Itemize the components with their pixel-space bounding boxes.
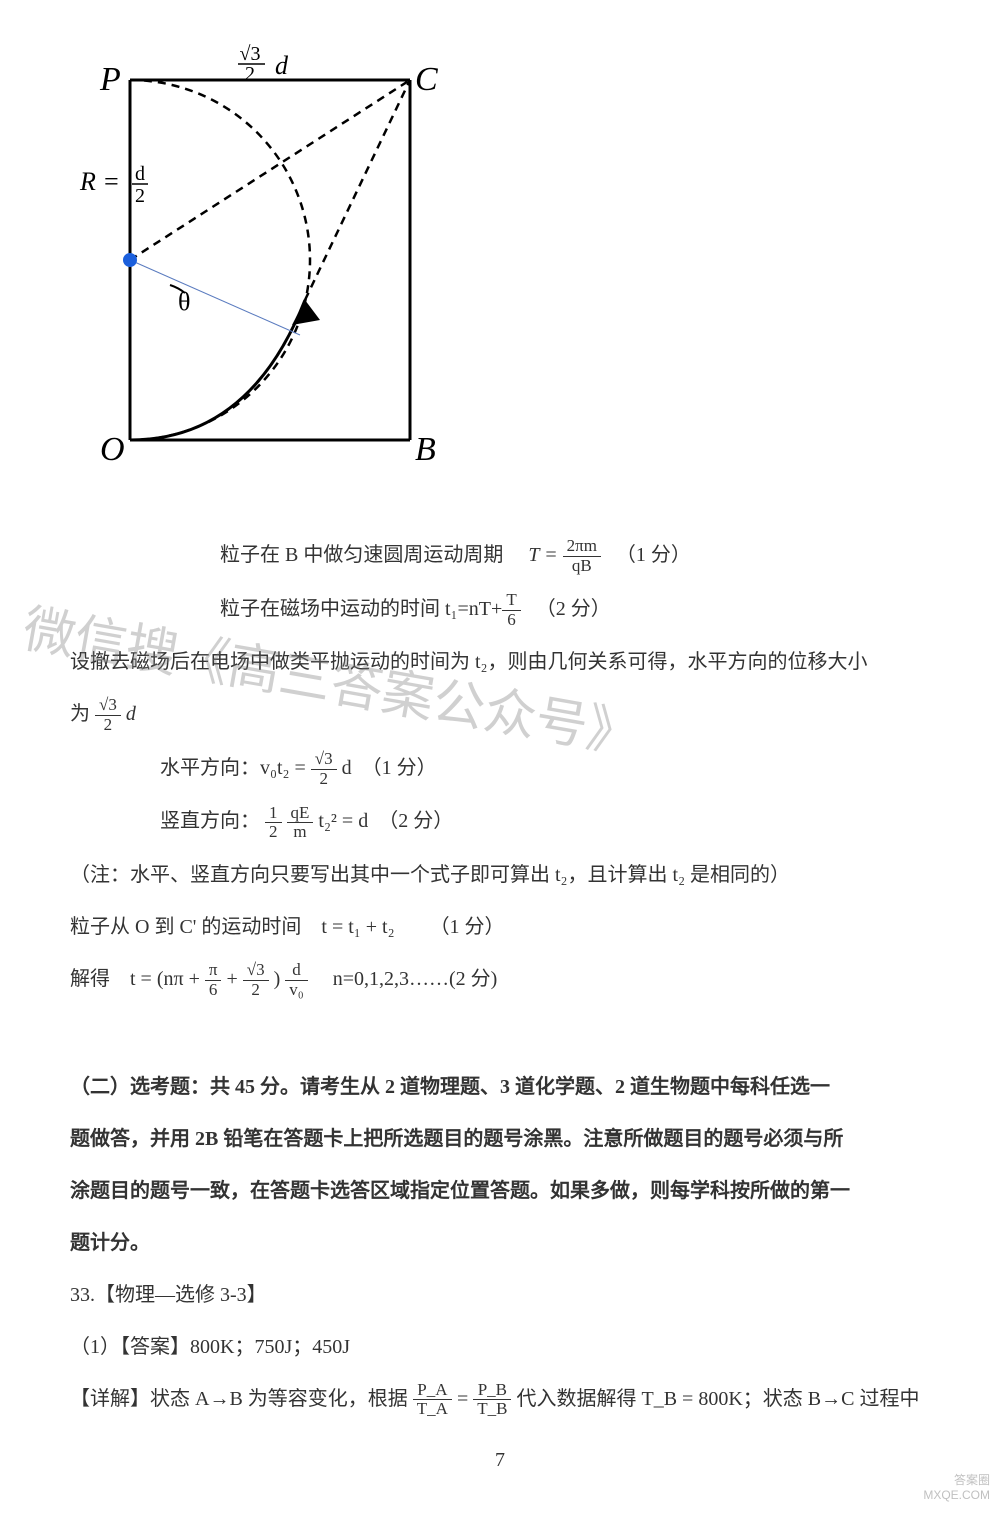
corner-l1: 答案圈 (923, 1473, 990, 1487)
svg-text:2: 2 (135, 185, 145, 207)
rparen: ) (274, 968, 281, 990)
score: （1 分） (440, 916, 505, 938)
label-P: P (99, 61, 121, 98)
text: 设撤去磁场后在电场中做类平抛运动的时间为 t₂，则由几何关系可得，水平方向的位移… (70, 651, 868, 673)
frac-half: 12 (265, 804, 282, 842)
diagram-svg: P C O B θ √3 2 d R = d 2 (70, 40, 450, 470)
label-C: C (415, 61, 438, 98)
text: 粒子从 O 到 C' 的运动时间 t = t₁ + t₂ (70, 916, 395, 938)
frac-PB: P_BT_B (473, 1381, 511, 1419)
corner-l2: MXQE.COM (923, 1488, 990, 1502)
frac-dv0: dv₀ (285, 961, 307, 999)
frac-T: 2πmqB (563, 537, 601, 575)
text-b: t₂² = d （2 分） (318, 810, 453, 832)
frac-T6: T6 (502, 591, 520, 629)
frac-qEm: qEm (287, 804, 314, 842)
q33-detail: 【详解】状态 A→B 为等容变化，根据 P_AT_A = P_BT_B 代入数据… (70, 1380, 930, 1420)
line-solve: 解得 t = (nπ + π6 + √32 ) dv₀ n=0,1,2,3……(… (70, 960, 930, 1000)
line-vert: 竖直方向： 12 qEm t₂² = d （2 分） (70, 802, 930, 842)
text-b: 代入数据解得 T_B = 800K；状态 B→C 过程中 (516, 1388, 919, 1410)
text: 水平方向：v₀t₂ = (160, 757, 306, 779)
section-header-4: 题计分。 (70, 1224, 930, 1262)
n-vals: n=0,1,2,3……(2 分) (313, 968, 498, 990)
section-header-2: 题做答，并用 2B 铅笔在答题卡上把所选题目的题号涂黑。注意所做题目的题号必须与… (70, 1120, 930, 1158)
svg-text:d: d (275, 51, 289, 80)
text: 粒子在磁场中运动的时间 t₁=nT+ (220, 598, 502, 620)
label-B: B (415, 431, 436, 468)
svg-text:2: 2 (245, 63, 255, 85)
line-t1: 粒子在磁场中运动的时间 t₁=nT+T6 （2 分） (70, 590, 930, 630)
line-period: 粒子在 B 中做匀速圆周运动周期 T = 2πmqB （1 分） (70, 536, 930, 576)
page-number: 7 (70, 1449, 930, 1472)
text: （注：水平、竖直方向只要写出其中一个式子即可算出 t₂，且计算出 t₂ 是相同的… (70, 864, 790, 886)
d: d (126, 703, 136, 725)
page: P C O B θ √3 2 d R = d 2 粒子在 B 中做匀速圆周运动周… (0, 0, 1000, 1512)
q33-title: 33.【物理—选修 3-3】 (70, 1276, 930, 1314)
eq: = (457, 1388, 473, 1410)
physics-diagram: P C O B θ √3 2 d R = d 2 (70, 40, 930, 476)
line-setup: 设撤去磁场后在电场中做类平抛运动的时间为 t₂，则由几何关系可得，水平方向的位移… (70, 643, 930, 681)
spacer (70, 1014, 930, 1054)
eq-T: T = (528, 544, 557, 566)
frac-pi6: π6 (205, 961, 222, 999)
label-O: O (100, 431, 125, 468)
text-b: d （1 分） (342, 757, 437, 779)
line-note: （注：水平、竖直方向只要写出其中一个式子即可算出 t₂，且计算出 t₂ 是相同的… (70, 856, 930, 894)
frac-s32: √32 (95, 696, 121, 734)
frac-h: √32 (311, 750, 337, 788)
section-header-3: 涂题目的题号一致，在答题卡选答区域指定位置答题。如果多做，则每学科按所做的第一 (70, 1172, 930, 1210)
svg-text:√3: √3 (240, 43, 261, 65)
label-R: R = d 2 (79, 163, 148, 207)
score: （2 分） (546, 598, 611, 620)
svg-text:d: d (135, 163, 145, 185)
frac-s32b: √32 (243, 961, 269, 999)
score: （1 分） (626, 544, 691, 566)
label-theta: θ (178, 287, 190, 316)
section-header-1: （二）选考题：共 45 分。请考生从 2 道物理题、3 道化学题、2 道生物题中… (70, 1068, 930, 1106)
text: 粒子在 B 中做匀速圆周运动周期 (220, 544, 503, 566)
svg-text:R =: R = (79, 167, 120, 196)
line-total-t: 粒子从 O 到 C' 的运动时间 t = t₁ + t₂ （1 分） (70, 908, 930, 946)
line-horiz: 水平方向：v₀t₂ = √32 d （1 分） (70, 749, 930, 789)
plus: + (226, 968, 237, 990)
text: 竖直方向： (160, 810, 260, 832)
corner-logo: 答案圈 MXQE.COM (923, 1473, 990, 1502)
line-disp: 为 √32 d (70, 695, 930, 735)
q33-ans1: （1）【答案】800K；750J；450J (70, 1328, 930, 1366)
frac-PA: P_AT_A (413, 1381, 452, 1419)
text-a: 【详解】状态 A→B 为等容变化，根据 (70, 1388, 408, 1410)
text: 为 (70, 703, 90, 725)
text: 解得 t = (nπ + (70, 968, 200, 990)
